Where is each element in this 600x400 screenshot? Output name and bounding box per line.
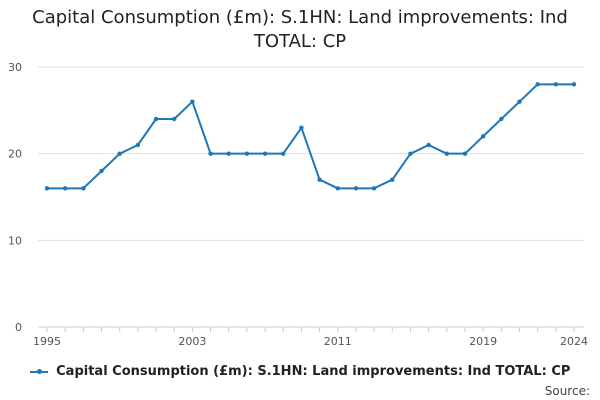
data-point-2010 bbox=[317, 177, 322, 182]
data-point-2015 bbox=[408, 151, 413, 156]
x-axis-ticks: 1995 2003 2011 2019 2024 bbox=[33, 335, 588, 348]
legend-label: Capital Consumption (£m): S.1HN: Land im… bbox=[56, 364, 571, 379]
data-point-2017 bbox=[444, 151, 449, 156]
x-tick-label-2024: 2024 bbox=[560, 335, 588, 348]
data-point-1998 bbox=[99, 168, 104, 174]
data-point-1996 bbox=[62, 186, 68, 191]
data-point-2003 bbox=[190, 99, 195, 104]
data-point-2000 bbox=[135, 142, 141, 148]
data-point-2018 bbox=[462, 151, 468, 156]
y-tick-label-20: 20 bbox=[8, 148, 22, 161]
y-tick-label-30: 30 bbox=[8, 61, 22, 74]
data-point-2019 bbox=[480, 134, 486, 139]
data-point-2008 bbox=[281, 151, 286, 156]
x-tick-label-2003: 2003 bbox=[178, 335, 206, 348]
data-point-2013 bbox=[371, 186, 377, 191]
chart-title: Capital Consumption (£m): S.1HN: Land im… bbox=[0, 6, 600, 54]
axes bbox=[38, 326, 584, 332]
data-point-2016 bbox=[426, 142, 431, 148]
data-point-2023 bbox=[553, 82, 559, 87]
series-layer bbox=[44, 82, 577, 191]
data-point-1995 bbox=[44, 186, 50, 191]
data-point-2024 bbox=[571, 82, 577, 87]
y-tick-label-0: 0 bbox=[15, 321, 22, 334]
data-point-1997 bbox=[81, 186, 86, 191]
data-point-2009 bbox=[299, 125, 304, 130]
x-tick-label-1995: 1995 bbox=[33, 335, 61, 348]
data-point-2005 bbox=[226, 151, 231, 156]
legend-swatch-icon bbox=[29, 368, 48, 374]
data-point-2006 bbox=[244, 151, 250, 156]
data-point-2001 bbox=[153, 116, 159, 122]
chart-title-line-1: Capital Consumption (£m): S.1HN: Land im… bbox=[32, 7, 568, 28]
source-note: Source: bbox=[544, 384, 590, 398]
data-point-2011 bbox=[335, 186, 340, 191]
data-point-2012 bbox=[353, 186, 359, 191]
chart-title-line-2: TOTAL: CP bbox=[253, 31, 347, 52]
x-tick-label-2019: 2019 bbox=[469, 335, 497, 348]
series-line-0 bbox=[47, 83, 574, 190]
y-tick-label-10: 10 bbox=[8, 234, 22, 247]
data-point-2021 bbox=[517, 99, 522, 104]
data-point-1999 bbox=[117, 151, 122, 156]
legend: Capital Consumption (£m): S.1HN: Land im… bbox=[0, 364, 600, 379]
data-point-2014 bbox=[390, 177, 395, 182]
data-point-2007 bbox=[262, 151, 268, 156]
data-point-2004 bbox=[208, 151, 213, 156]
y-axis-ticks: 0 10 20 30 bbox=[8, 61, 22, 334]
data-point-2020 bbox=[499, 116, 504, 122]
data-point-2002 bbox=[172, 116, 177, 122]
data-point-2022 bbox=[535, 82, 540, 87]
x-tick-label-2011: 2011 bbox=[324, 335, 352, 348]
